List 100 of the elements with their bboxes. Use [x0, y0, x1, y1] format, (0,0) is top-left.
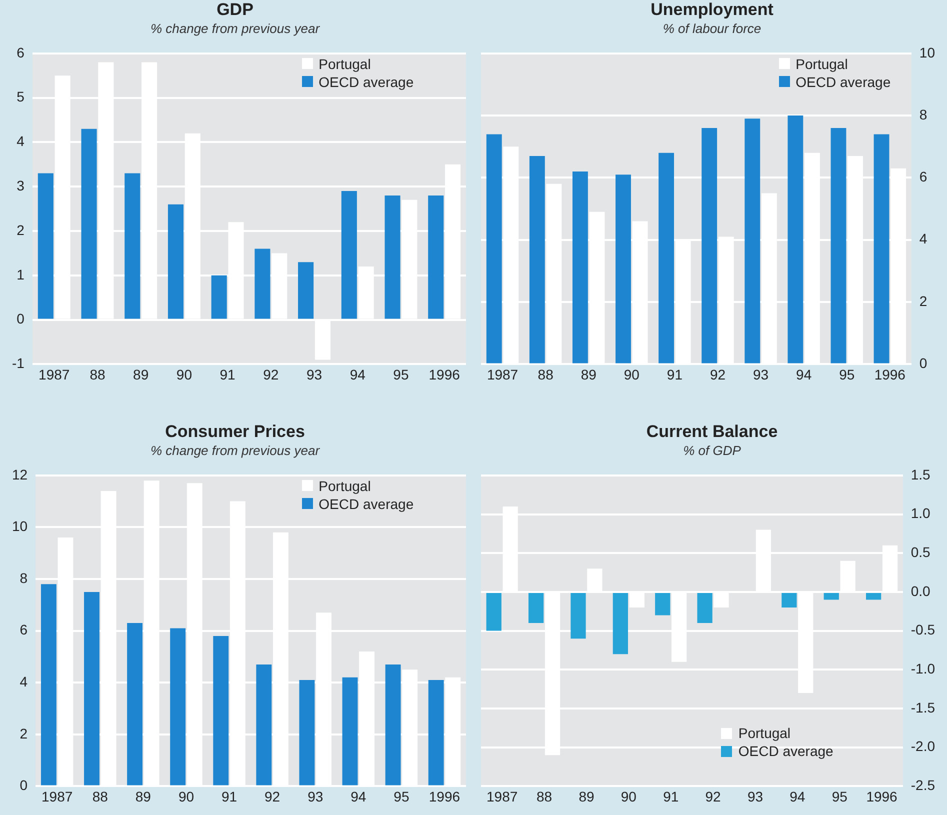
y-tick-label: 8: [20, 570, 28, 586]
x-tick-label: 94: [350, 788, 366, 804]
bar: [782, 592, 797, 608]
chart-title: Consumer Prices: [164, 422, 306, 442]
bar: [744, 118, 760, 364]
bar: [254, 248, 270, 319]
y2-tick-label: 0: [919, 355, 928, 372]
bar: [529, 156, 545, 364]
x-tick-label: 89: [580, 366, 597, 382]
y-tick-label: 1: [16, 266, 25, 282]
y2-tick-label: 1.5: [910, 466, 931, 482]
x-tick-label: 93: [747, 788, 764, 804]
x-tick-label: 95: [832, 788, 848, 804]
x-tick-label: 92: [264, 788, 280, 804]
bar: [655, 592, 670, 616]
bar: [170, 628, 186, 786]
bar: [428, 195, 444, 319]
x-tick-label: 90: [624, 366, 640, 382]
x-tick-label: 88: [536, 788, 552, 804]
chart-title: Unemployment: [650, 0, 774, 20]
x-tick-label: 90: [620, 788, 637, 804]
bar: [612, 592, 628, 654]
bar: [341, 191, 357, 319]
bar: [256, 664, 272, 786]
y-tick-label: 0: [20, 777, 28, 794]
y2-tick-label: -2.0: [910, 738, 936, 754]
x-tick-label: 1996: [428, 366, 460, 382]
legend-label: Portugal: [318, 54, 371, 72]
bar: [616, 174, 631, 364]
x-tick-label: 1996: [428, 788, 460, 804]
y2-tick-label: 6: [919, 168, 928, 185]
bar: [298, 262, 314, 319]
bar: [38, 173, 54, 319]
bar: [866, 592, 882, 600]
legend-label: Portugal: [738, 724, 791, 742]
bar: [874, 134, 890, 364]
x-tick-label: 95: [839, 366, 855, 382]
bar: [486, 592, 502, 631]
x-tick-label: 93: [306, 366, 322, 382]
y2-tick-label: 10: [919, 44, 936, 60]
bar: [830, 128, 846, 364]
bar: [384, 195, 400, 319]
legend-label: OECD average: [796, 72, 891, 90]
y-tick-label: 0: [16, 310, 25, 327]
x-tick-label: 88: [92, 788, 108, 804]
y-tick-label: 2: [20, 725, 28, 742]
bar: [486, 134, 502, 364]
bar: [702, 128, 718, 364]
y-tick-label: 10: [12, 518, 28, 534]
y2-tick-label: 2: [919, 292, 928, 309]
bar: [342, 677, 358, 786]
y2-tick-label: -2.5: [910, 777, 936, 794]
x-tick-label: 92: [710, 366, 726, 382]
y2-tick-label: 4: [919, 230, 928, 247]
x-tick-label: 1996: [874, 366, 906, 382]
legend-label: OECD average: [318, 494, 414, 512]
x-tick-label: 89: [133, 366, 149, 382]
bar: [570, 592, 586, 639]
bar: [528, 592, 544, 624]
x-tick-label: 89: [578, 788, 594, 804]
x-tick-label: 93: [752, 366, 769, 382]
y2-tick-label: 1.0: [910, 505, 931, 522]
x-tick-label: 91: [666, 366, 683, 382]
bar: [658, 152, 674, 364]
x-tick-label: 94: [790, 788, 806, 804]
x-tick-label: 1996: [866, 788, 898, 804]
y2-tick-label: 8: [919, 106, 928, 122]
x-tick-label: 92: [263, 366, 279, 382]
bar: [788, 116, 804, 364]
y2-tick-label: 0.5: [910, 544, 931, 560]
bar: [572, 172, 588, 364]
x-tick-label: 1987: [38, 366, 70, 382]
x-tick-label: 94: [350, 366, 366, 382]
y-tick-label: 6: [16, 44, 25, 60]
y-tick-label: 4: [16, 133, 25, 150]
x-tick-label: 90: [178, 788, 194, 804]
x-tick-label: 94: [796, 366, 812, 382]
chart-subtitle: % change from previous year: [149, 20, 321, 37]
x-tick-label: 92: [705, 788, 722, 804]
bar: [385, 664, 401, 786]
bar: [40, 584, 56, 786]
legend-label: OECD average: [738, 742, 834, 760]
x-tick-label: 91: [221, 788, 238, 804]
y-tick-label: -1: [12, 355, 25, 372]
bar: [211, 275, 227, 319]
chart-title: Current Balance: [645, 422, 779, 442]
x-tick-label: 93: [308, 788, 324, 804]
bar: [127, 623, 143, 786]
y2-tick-label: -1.5: [910, 699, 936, 716]
bar: [213, 636, 229, 786]
bar: [428, 680, 444, 786]
bar: [168, 204, 184, 319]
legend-label: Portugal: [796, 54, 848, 72]
y-tick-label: 5: [16, 88, 25, 105]
x-tick-label: 95: [394, 788, 410, 804]
x-tick-label: 1987: [486, 366, 518, 382]
bar: [697, 592, 712, 624]
chart-title: GDP: [216, 0, 254, 20]
y2-tick-label: 0.0: [910, 582, 931, 599]
bar: [81, 128, 97, 319]
